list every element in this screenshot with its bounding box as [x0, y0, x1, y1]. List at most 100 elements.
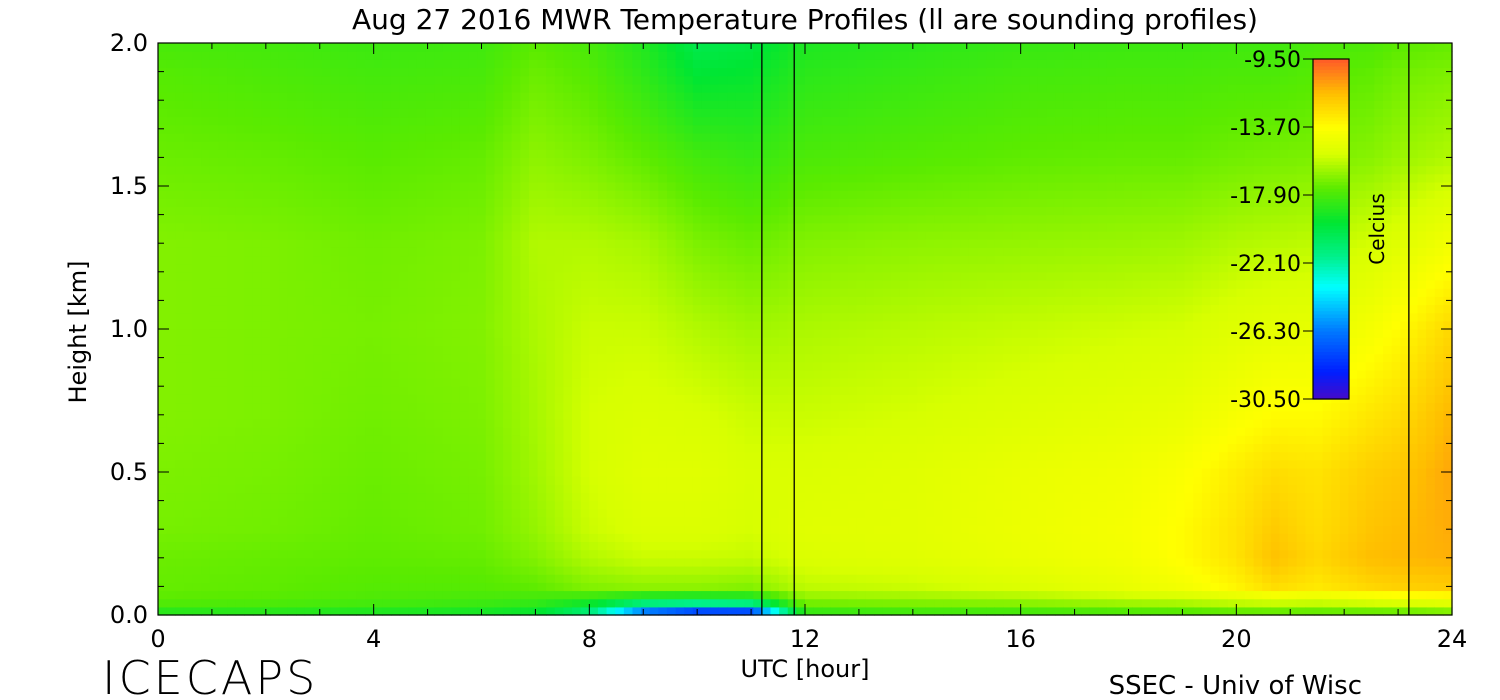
heatmap-cell: [158, 516, 168, 526]
heatmap-cell: [416, 239, 427, 248]
heatmap-cell: [675, 549, 685, 559]
heatmap-cell: [270, 582, 280, 592]
heatmap-cell: [701, 467, 711, 477]
heatmap-cell: [347, 304, 358, 314]
heatmap-cell: [537, 361, 547, 371]
heatmap-cell: [235, 337, 245, 346]
heatmap-cell: [209, 435, 219, 444]
heatmap-cell: [503, 565, 513, 575]
heatmap-cell: [347, 320, 358, 330]
heatmap-cell: [692, 255, 703, 265]
heatmap-cell: [770, 516, 780, 526]
heatmap-cell: [477, 533, 487, 543]
heatmap-cell: [511, 320, 521, 330]
heatmap-cell: [451, 565, 461, 575]
heatmap-cell: [580, 525, 590, 534]
heatmap-cell: [261, 443, 271, 453]
heatmap-cell: [649, 247, 659, 257]
heatmap-cell: [192, 214, 202, 224]
heatmap-cell: [158, 263, 168, 273]
heatmap-cell: [546, 435, 556, 444]
heatmap-cell: [649, 418, 659, 428]
heatmap-cell: [632, 149, 642, 158]
heatmap-cell: [494, 427, 504, 436]
heatmap-cell: [572, 516, 582, 526]
heatmap-cell: [339, 565, 349, 575]
heatmap-cell: [390, 525, 401, 534]
heatmap-cell: [537, 541, 547, 551]
heatmap-cell: [623, 43, 634, 52]
heatmap-cell: [175, 402, 185, 412]
heatmap-cell: [356, 279, 366, 289]
heatmap-cell: [365, 541, 375, 551]
heatmap-cell: [451, 116, 461, 126]
heatmap-cell: [572, 541, 582, 551]
heatmap-cell: [554, 459, 565, 469]
heatmap-cell: [278, 329, 288, 338]
heatmap-cell: [175, 508, 185, 518]
heatmap-cell: [572, 476, 582, 485]
heatmap-cell: [528, 459, 539, 469]
heatmap-cell: [399, 565, 409, 575]
heatmap-cell: [718, 173, 728, 183]
heatmap-cell: [365, 557, 375, 567]
heatmap-cell: [641, 606, 651, 616]
heatmap-cell: [710, 508, 720, 518]
heatmap-cell: [442, 100, 452, 109]
heatmap-cell: [744, 557, 754, 567]
heatmap-cell: [658, 353, 668, 363]
heatmap-cell: [356, 296, 366, 306]
heatmap-cell: [390, 100, 401, 109]
heatmap-cell: [572, 590, 582, 600]
heatmap-cell: [459, 239, 470, 248]
heatmap-cell: [580, 476, 590, 485]
heatmap-cell: [485, 369, 496, 379]
heatmap-cell: [382, 100, 392, 109]
heatmap-cell: [537, 337, 547, 346]
heatmap-cell: [175, 565, 185, 575]
heatmap-cell: [408, 582, 418, 592]
heatmap-cell: [261, 533, 271, 543]
heatmap-cell: [718, 508, 728, 518]
heatmap-cell: [227, 312, 237, 322]
heatmap-cell: [675, 51, 685, 60]
heatmap-cell: [735, 402, 746, 412]
heatmap-cell: [434, 402, 444, 412]
heatmap-cell: [718, 402, 728, 412]
heatmap-cell: [416, 369, 427, 379]
heatmap-cell: [201, 435, 211, 444]
heatmap-cell: [270, 467, 280, 477]
heatmap-cell: [399, 467, 409, 477]
heatmap-cell: [252, 582, 263, 592]
heatmap-cell: [744, 263, 754, 273]
heatmap-cell: [390, 304, 401, 314]
heatmap-cell: [606, 157, 616, 167]
heatmap-cell: [597, 230, 608, 240]
heatmap-cell: [373, 459, 383, 469]
heatmap-cell: [563, 173, 573, 183]
heatmap-cell: [382, 500, 392, 510]
heatmap-cell: [321, 606, 332, 616]
heatmap-cell: [261, 484, 271, 494]
heatmap-cell: [425, 492, 435, 502]
heatmap-cell: [761, 435, 772, 444]
heatmap-cell: [287, 51, 297, 60]
heatmap-cell: [313, 525, 323, 534]
heatmap-cell: [425, 67, 435, 77]
heatmap-cell: [201, 67, 211, 77]
heatmap-cell: [477, 247, 487, 257]
heatmap-cell: [201, 214, 211, 224]
heatmap-cell: [347, 516, 358, 526]
heatmap-cell: [459, 337, 470, 346]
heatmap-cell: [580, 149, 590, 158]
heatmap-cell: [451, 83, 461, 93]
heatmap-cell: [459, 67, 470, 77]
heatmap-cell: [425, 181, 435, 191]
heatmap-cell: [451, 92, 461, 101]
heatmap-cell: [183, 394, 194, 404]
heatmap-cell: [649, 173, 659, 183]
heatmap-cell: [761, 533, 772, 543]
heatmap-cell: [209, 51, 219, 60]
heatmap-cell: [175, 606, 185, 616]
heatmap-cell: [632, 443, 642, 453]
